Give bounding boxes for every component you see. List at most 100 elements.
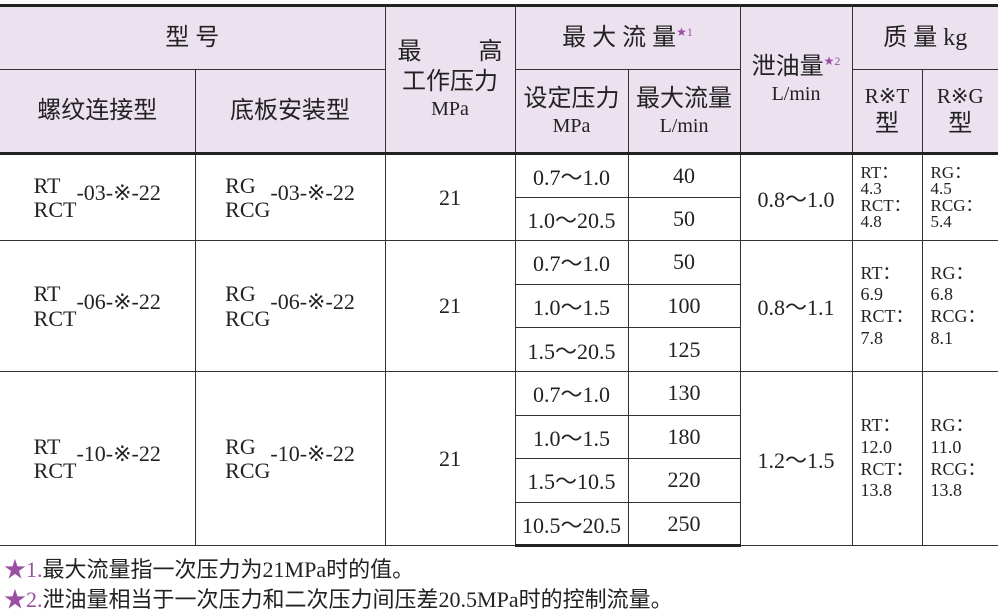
header-cell: 最 大 流 量★1 (514, 4, 741, 70)
mass-line: 12.0 (860, 437, 893, 458)
cell: 50 (627, 240, 741, 285)
cell: 180 (627, 414, 741, 460)
header-cell: R※T 型 (851, 69, 923, 154)
model-prefixes: RT RCT (33, 172, 77, 223)
cell: 1.5～10.5 (514, 458, 629, 503)
cell: 1.5～20.5 (514, 327, 629, 372)
cell: RT RCT -03-※-22 (0, 151, 196, 242)
table-row: RT RCT -06-※-22 RG RCG -06-※-22 21 0.7～1.0 50 0.8… (0, 240, 998, 372)
mass-line: 6.9 (860, 284, 884, 305)
cell: RT： 6.9 RCT： 7.8 (851, 240, 923, 372)
table-row: 1.0～20.5 50 (0, 196, 998, 242)
header-text: 型 号 (165, 25, 220, 51)
header-text: R※G (936, 83, 984, 108)
cell: 1.0～20.5 (514, 196, 629, 242)
header-text: 泄油量 (751, 54, 824, 80)
model-prefixes: RT RCT (33, 281, 77, 331)
mass-line: 7.8 (860, 327, 884, 348)
header-line: 最高 (386, 37, 515, 67)
model-prefix: RCG (225, 197, 271, 223)
model-prefix: RCT (33, 197, 77, 223)
header-unit: MPa (431, 98, 469, 120)
table-row: 10.5～20.5 250 (0, 501, 998, 548)
cell: 21 (384, 370, 516, 547)
mass-line: 8.1 (930, 327, 954, 348)
header-text: 螺纹连接型 (37, 98, 158, 124)
mass-line: 4.5 (930, 179, 952, 199)
cell: 21 (384, 240, 516, 372)
mass-line: 11.0 (930, 437, 962, 458)
cell: 0.8～1.0 (739, 151, 853, 242)
cell: 50 (627, 196, 741, 242)
header-line: 泄油量★2 (741, 52, 852, 82)
model-prefix: RT (33, 433, 61, 459)
spec-table: 型 号 最高 工作压力 MPa 最 大 流 量★1 泄油量★2 L/min 质 … (0, 4, 998, 548)
mass-line: RG： (930, 262, 974, 283)
model-prefix: RCT (33, 458, 77, 484)
model-suffix: -10-※-22 (270, 441, 355, 467)
mass-line: RCG： (930, 195, 983, 215)
model-code: RT RCT -03-※-22 (33, 172, 161, 223)
model-prefix: RT (33, 281, 61, 307)
model-prefix: RG (225, 433, 256, 459)
model-suffix: -10-※-22 (76, 441, 161, 467)
mass-line: RCT： (860, 306, 914, 327)
cell: 0.8～1.1 (739, 240, 853, 372)
header-text: R※T (864, 83, 910, 108)
header-row: 螺纹连接型 底板安装型 设定压力 MPa 最大流量 L/min R※T 型 R※G 型 (0, 69, 998, 154)
header-text: 高 (478, 39, 503, 65)
header-text: 设定压力 (523, 85, 620, 112)
model-prefix: RCG (225, 458, 271, 484)
mass-line: 13.8 (930, 480, 963, 501)
model-code: RG RCG -03-※-22 (225, 173, 355, 223)
cell: RT RCT -10-※-22 (0, 370, 196, 547)
mass-line: RCT： (860, 195, 911, 215)
cell: RG： 11.0 RCG： 13.8 (921, 370, 998, 547)
footnote-mark: ★1 (676, 25, 693, 39)
mass-line: RCT： (860, 458, 914, 479)
mass-line: RCG： (930, 306, 986, 327)
footnote-mark: ★1. (4, 557, 43, 582)
header-text: 最大流量 (636, 85, 732, 112)
header-text: 最 (397, 39, 422, 65)
model-prefixes: RG RCG (225, 433, 271, 484)
footnote-mark: ★2 (823, 54, 841, 68)
model-code: RG RCG -06-※-22 (225, 282, 355, 331)
header-text: 工作压力 (402, 69, 498, 95)
header-row: 型 号 最高 工作压力 MPa 最 大 流 量★1 泄油量★2 L/min 质 … (0, 4, 998, 154)
table-row: RT RCT -03-※-22 RG RCG -03-※-22 21 0.7～1.0 40 0.8… (0, 151, 998, 242)
header-text: 最 大 流 量 (562, 25, 677, 51)
cell: 220 (627, 458, 741, 503)
model-prefix: RCG (225, 305, 271, 331)
footnote: ★1.最大流量指一次压力为21MPa时的值。 (4, 552, 414, 584)
model-suffix: -06-※-22 (270, 288, 355, 314)
header-text: 质 量 kg (883, 25, 968, 51)
cell: 0.7～1.0 (514, 240, 629, 285)
cell: RG RCG -03-※-22 (194, 151, 386, 242)
cell: 1.0～1.5 (514, 414, 629, 460)
cell: 1.2～1.5 (739, 370, 853, 547)
header-unit: L/min (659, 114, 709, 137)
footnote: ★2.泄油量相当于一次压力和二次压力间压差20.5MPa时的控制流量。 (4, 582, 673, 614)
footnote-mark: ★2. (4, 587, 43, 612)
mass-line: 13.8 (860, 480, 893, 501)
model-prefixes: RT RCT (33, 433, 77, 484)
cell: 0.7～1.0 (514, 370, 629, 416)
model-code: RT RCT -10-※-22 (33, 433, 161, 484)
header-cell: 质 量 kg (851, 4, 998, 70)
mass-line: 4.3 (860, 179, 882, 199)
footnote-text: 最大流量指一次压力为21MPa时的值。 (42, 557, 415, 582)
header-unit: L/min (771, 83, 821, 105)
table-row: RT RCT -10-※-22 RG RCG -10-※-22 21 0.7～1.0 130 1.… (0, 370, 998, 547)
mass-line: RG： (930, 415, 974, 436)
model-prefixes: RG RCG (225, 282, 271, 331)
mass-line: 4.8 (860, 211, 882, 231)
cell: 250 (627, 501, 741, 548)
model-prefix: RCT (33, 305, 77, 331)
cell: RG： 4.5 RCG： 5.4 (921, 151, 998, 242)
cell: 10.5～20.5 (514, 501, 629, 548)
model-prefix: RT (33, 172, 61, 198)
header-text: 底板安装型 (230, 98, 350, 124)
mass-line: 5.4 (930, 211, 952, 231)
